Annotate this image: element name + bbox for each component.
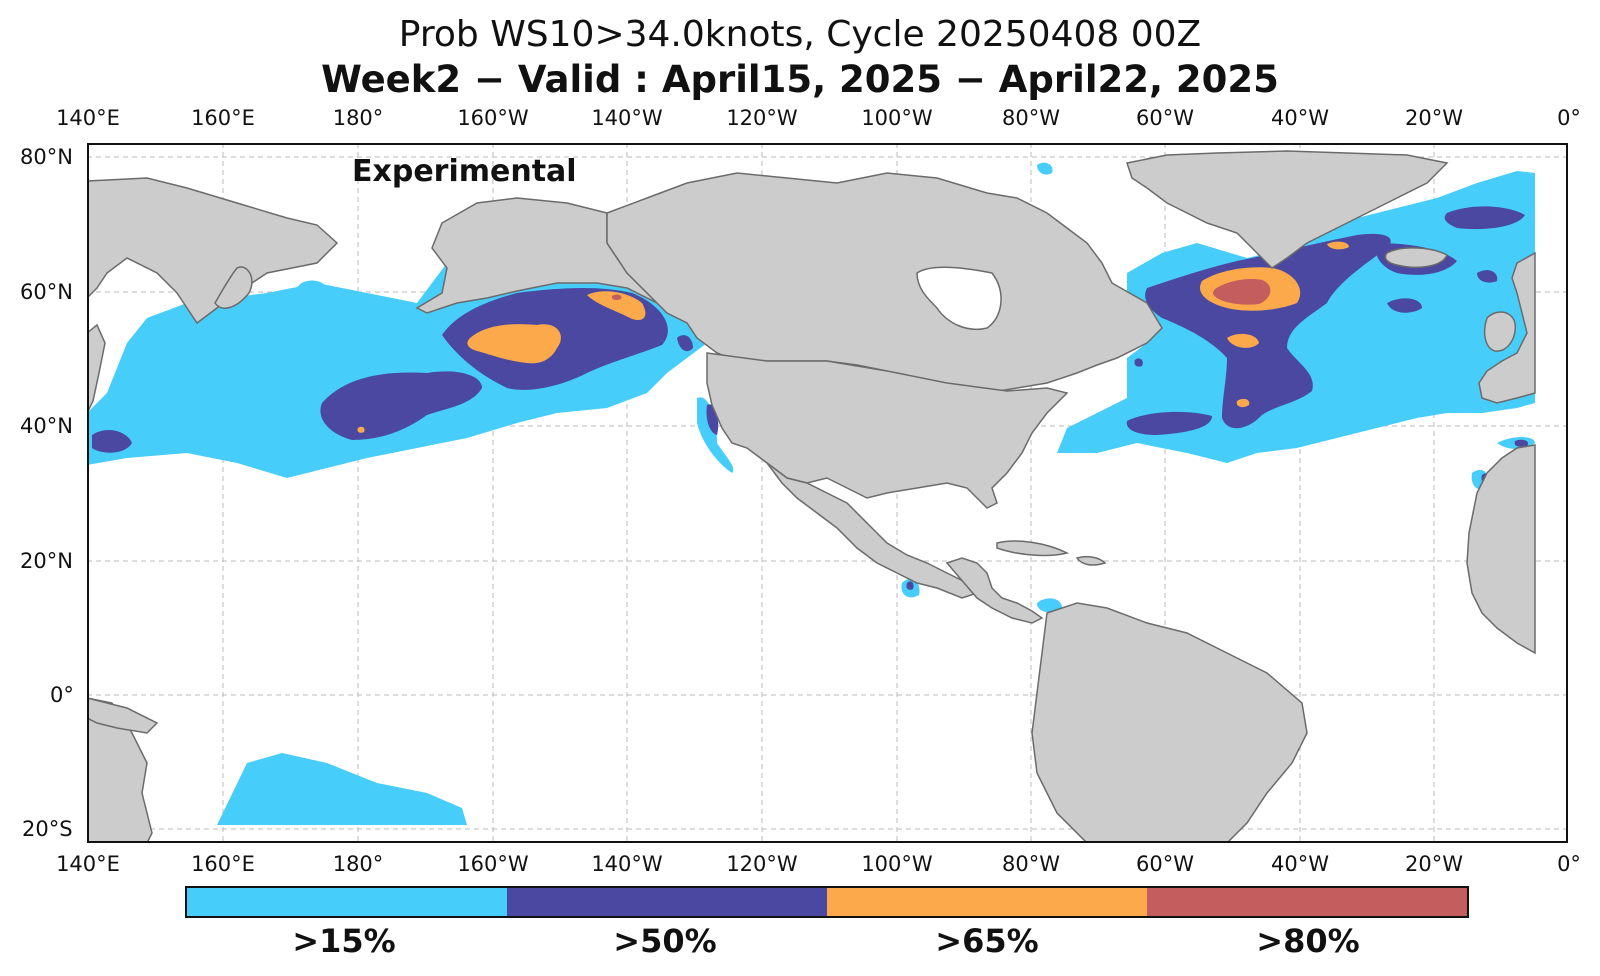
colorbar-swatch-50	[507, 888, 827, 916]
lat-label: 60°N	[20, 280, 73, 304]
japan-50	[92, 429, 132, 453]
caribbean-15	[1037, 598, 1062, 613]
kamchatka-land	[214, 266, 253, 309]
lon-label: 60°W	[1136, 106, 1194, 130]
lon-label: 40°W	[1271, 106, 1329, 130]
lat-label: 80°N	[20, 145, 73, 169]
usa-land	[706, 352, 1069, 509]
bc-coast-50	[677, 335, 693, 352]
alaska-land	[415, 197, 668, 314]
lon-label: 80°W	[1002, 106, 1060, 130]
lon-label: 120°W	[726, 106, 798, 130]
iceland-land	[1384, 247, 1448, 268]
lon-label: 160°W	[457, 106, 529, 130]
gulf-alaska-65	[467, 324, 561, 364]
pacific-dot-65	[357, 426, 365, 433]
pacific-small-1	[297, 280, 327, 298]
lon-label: 20°W	[1405, 106, 1463, 130]
colorbar	[185, 886, 1469, 918]
lon-label: 180°	[332, 106, 384, 130]
norway-50	[1477, 270, 1498, 283]
alaska-80	[611, 294, 622, 300]
hudson-bay-water	[916, 266, 1002, 330]
europe-land	[1478, 251, 1536, 404]
lon-label: 0°	[1557, 852, 1581, 876]
south-america-land	[1031, 602, 1308, 841]
lon-label: 120°W	[726, 852, 798, 876]
colorbar-swatch-80	[1147, 888, 1467, 916]
lon-label: 140°W	[591, 852, 663, 876]
canada-land	[606, 172, 1163, 394]
lat-label: 40°N	[20, 414, 73, 438]
japan-land	[89, 323, 106, 411]
lon-label: 0°	[1557, 106, 1581, 130]
lon-label: 40°W	[1271, 852, 1329, 876]
baja-15	[697, 397, 734, 473]
lon-label: 100°W	[861, 106, 933, 130]
lat-label: 20°N	[20, 549, 73, 573]
north-atlantic-80	[1212, 279, 1271, 305]
lat-label: 0°	[50, 683, 74, 707]
colorbar-label-15: >15%	[292, 922, 396, 960]
lon-label: 100°W	[861, 852, 933, 876]
new-guinea-land	[89, 697, 159, 734]
lon-label: 60°W	[1136, 852, 1194, 876]
cuba-land	[996, 540, 1070, 557]
map-canvas	[89, 145, 1566, 841]
lon-label: 160°E	[191, 106, 255, 130]
hispaniola-land	[1075, 555, 1107, 566]
colorbar-swatch-65	[827, 888, 1147, 916]
svalbard-15	[1037, 162, 1053, 175]
norwegian-sea-50	[1444, 206, 1525, 230]
east-atlantic-50	[1387, 298, 1422, 313]
lon-label: 80°W	[1002, 852, 1060, 876]
colorbar-label-50: >50%	[613, 922, 717, 960]
map-title-line1: Prob WS10>34.0knots, Cycle 20250408 00Z	[398, 14, 1202, 55]
lon-label: 160°E	[191, 852, 255, 876]
landmasses	[89, 150, 1536, 841]
central-america-land	[945, 557, 1044, 624]
south-pacific-15	[217, 753, 467, 825]
iceland-65	[1327, 241, 1349, 250]
map-panel: Experimental	[87, 143, 1568, 843]
lon-label: 20°W	[1405, 852, 1463, 876]
west-atlantic-50	[1126, 411, 1212, 435]
guatemala-50	[906, 581, 914, 590]
experimental-stamp: Experimental	[352, 154, 577, 189]
lon-label: 180°	[332, 852, 384, 876]
alaska-coast-65	[587, 291, 646, 321]
africa-land	[1466, 444, 1536, 655]
atlantic-south-65	[1236, 398, 1250, 408]
map-title-line2: Week2 − Valid : April15, 2025 − April22,…	[321, 58, 1279, 101]
pacific-midlat-50	[320, 371, 482, 440]
prob-80-areas	[611, 279, 1271, 305]
lon-label: 140°E	[56, 852, 120, 876]
lon-label: 140°W	[591, 106, 663, 130]
lon-label: 140°E	[56, 106, 120, 130]
colorbar-label-65: >65%	[935, 922, 1039, 960]
lat-label: 20°S	[22, 817, 73, 841]
colorbar-swatch-15	[187, 888, 507, 916]
uk-land	[1483, 311, 1516, 352]
sea-small-50	[1134, 358, 1143, 367]
gibraltar-50	[1514, 439, 1529, 447]
lon-label: 160°W	[457, 852, 529, 876]
greenland-land	[1126, 150, 1449, 269]
colorbar-label-80: >80%	[1256, 922, 1360, 960]
atlantic-mid-65	[1227, 333, 1259, 348]
